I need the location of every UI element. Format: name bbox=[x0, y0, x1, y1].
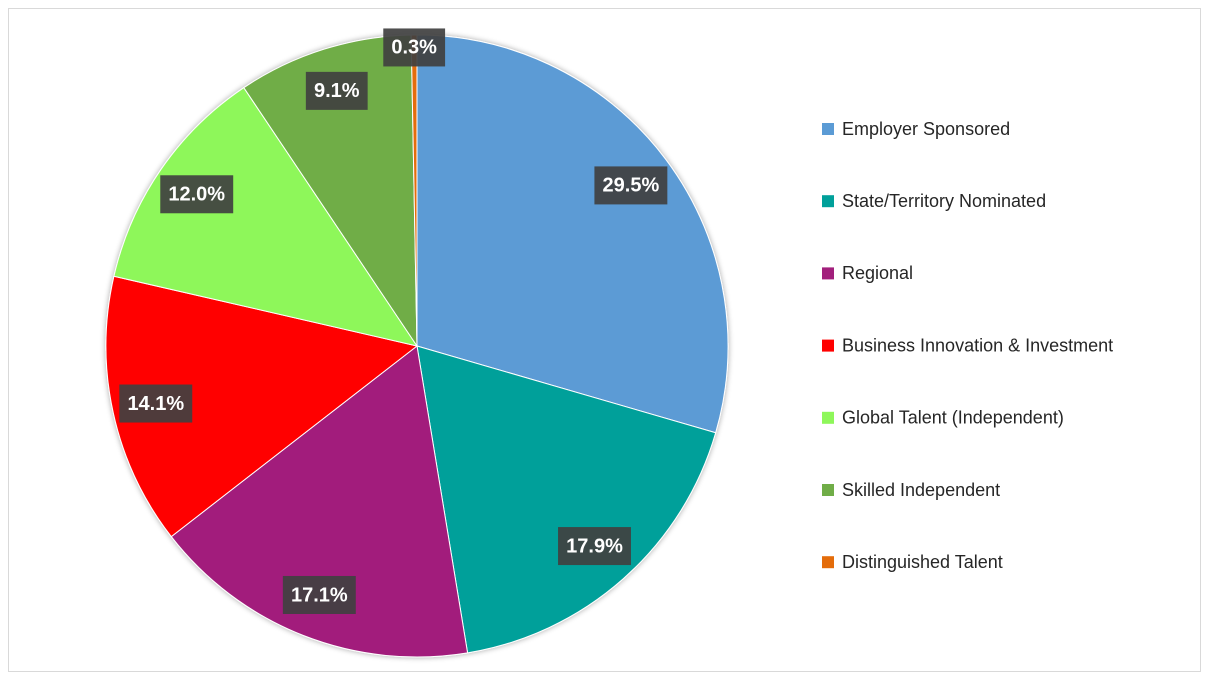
data-label-box bbox=[119, 384, 193, 423]
pie bbox=[105, 34, 729, 658]
data-label: 12.0% bbox=[168, 184, 225, 206]
legend-label: Regional bbox=[842, 263, 913, 283]
legend-label: Employer Sponsored bbox=[842, 119, 1010, 139]
legend-label: Global Talent (Independent) bbox=[842, 408, 1064, 428]
data-labels: 29.5% 17.9% 17.1% 14.1% 12.0% 9.1% 0.3% bbox=[119, 28, 668, 614]
data-label-box bbox=[558, 527, 631, 566]
pie-slice bbox=[170, 345, 469, 658]
data-label: 17.9% bbox=[566, 535, 623, 557]
legend-swatch bbox=[822, 123, 834, 135]
data-label-box bbox=[305, 71, 368, 110]
legend-label: Distinguished Talent bbox=[842, 552, 1003, 572]
data-label: 17.1% bbox=[291, 584, 348, 606]
data-label: 9.1% bbox=[314, 80, 360, 102]
legend-swatch bbox=[822, 484, 834, 496]
legend: Employer Sponsored State/Territory Nomina… bbox=[822, 119, 1113, 572]
data-label-box bbox=[282, 575, 356, 614]
data-label: 14.1% bbox=[127, 393, 184, 415]
pie-slice bbox=[105, 275, 419, 538]
legend-swatch bbox=[822, 556, 834, 569]
legend-label: Skilled Independent bbox=[842, 480, 1000, 500]
legend-swatch bbox=[822, 411, 834, 424]
legend-swatch bbox=[822, 195, 834, 208]
pie-slice bbox=[416, 345, 717, 654]
legend-swatch bbox=[822, 267, 834, 280]
data-label-box bbox=[160, 175, 234, 214]
data-label: 29.5% bbox=[603, 175, 660, 197]
data-label: 0.3% bbox=[391, 37, 437, 59]
pie-slice bbox=[416, 34, 729, 434]
data-label-box bbox=[383, 28, 446, 67]
legend-label: State/Territory Nominated bbox=[842, 191, 1046, 211]
legend-swatch bbox=[822, 339, 834, 352]
legend-label: Business Innovation & Investment bbox=[842, 335, 1113, 355]
pie-slice bbox=[113, 86, 419, 347]
data-label-box bbox=[594, 166, 668, 205]
